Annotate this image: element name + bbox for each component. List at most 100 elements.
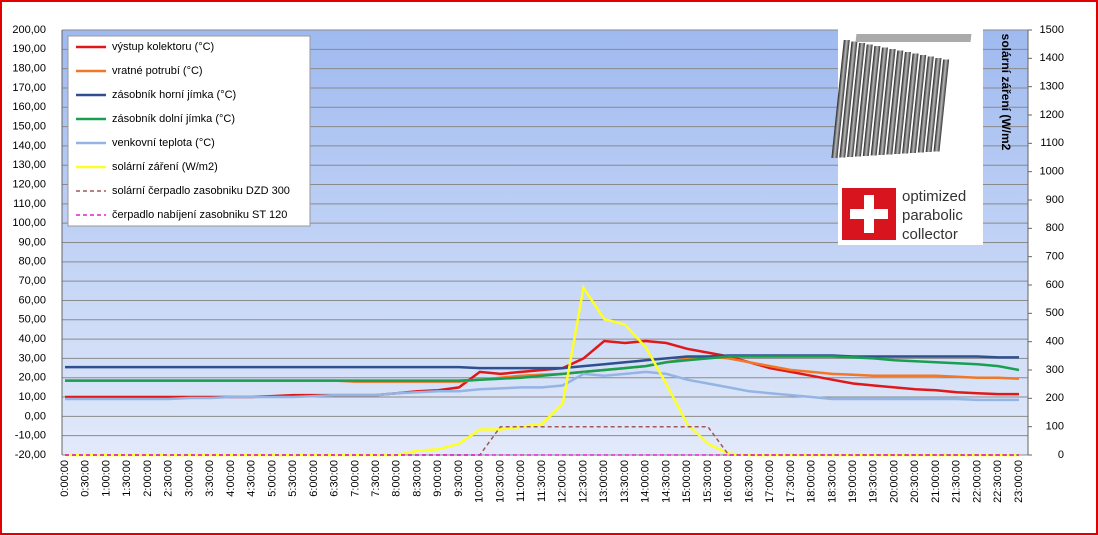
y2-tick-label: 800 [1046,222,1064,234]
y-tick-label: 150,00 [12,120,46,132]
y-tick-label: 50,00 [18,314,46,326]
y2-tick-label: 300 [1046,364,1064,376]
y-tick-label: 100,00 [12,217,46,229]
legend: výstup kolektoru (°C) vratné potrubí (°C)… [67,35,311,227]
y-tick-label: 40,00 [18,333,46,345]
x-tick-label: 18:00:00 [806,460,818,503]
y2-tick-label: 1100 [1040,137,1064,149]
y2-tick-label: 500 [1046,307,1064,319]
x-tick-label: 7:30:00 [370,460,382,497]
x-tick-label: 0:00:00 [59,460,71,497]
y-tick-label: 90,00 [18,236,46,248]
y-tick-label: 140,00 [12,140,46,152]
y-tick-label: 120,00 [12,178,46,190]
x-tick-label: 12:30:00 [577,460,589,503]
tube [854,44,873,157]
x-tick-label: 1:00:00 [100,460,112,497]
y-tick-label: -10,00 [15,430,46,442]
x-tick-label: 17:00:00 [764,460,776,503]
x-tick-label: 10:00:00 [474,460,486,503]
tube [925,58,942,152]
y-tick-label: 30,00 [18,352,46,364]
y-tick-label: -20,00 [15,449,46,461]
logo-text: collector [902,226,958,243]
y-tick-label: 80,00 [18,256,46,268]
x-tick-label: 5:30:00 [287,460,299,497]
legend-label: zásobník dolní jímka (°C) [112,113,235,125]
tube [933,59,950,152]
logo-text: parabolic [902,207,963,224]
x-tick-label: 15:00:00 [681,460,693,503]
x-tick-label: 4:00:00 [225,460,237,497]
y2-tick-label: 1500 [1040,24,1064,36]
x-tick-label: 13:30:00 [619,460,631,503]
x-tick-label: 8:30:00 [411,460,423,497]
x-tick-label: 21:00:00 [930,460,942,503]
x-tick-label: 22:00:00 [971,460,983,503]
x-tick-label: 15:30:00 [702,460,714,503]
tube [894,52,911,154]
x-tick-label: 9:00:00 [432,460,444,497]
tube [917,56,934,153]
tube [870,47,889,156]
y2-tick-label: 600 [1046,279,1064,291]
tube [862,46,881,156]
y2-tick-label: 100 [1046,421,1064,433]
y-tick-label: 20,00 [18,372,46,384]
y2-tick-label: 900 [1046,194,1064,206]
tube [839,41,858,158]
x-tick-label: 16:00:00 [723,460,735,503]
x-tick-label: 1:30:00 [121,460,133,497]
x-tick-label: 2:30:00 [163,460,175,497]
x-tick-label: 19:00:00 [847,460,859,503]
y-tick-label: 60,00 [18,294,46,306]
x-tick-label: 6:30:00 [329,460,341,497]
tube [831,40,850,158]
tube [878,49,896,155]
legend-label: solární čerpadlo zasobniku DZD 300 [112,185,290,197]
y-tick-label: 190,00 [12,43,46,55]
series-line [65,355,1020,382]
y2-axis-title: solární záření (W/m2 [999,34,1013,151]
header [855,34,972,42]
legend-label: čerpadlo nabíjení zasobniku ST 120 [112,209,287,221]
legend-label: zásobník horní jímka (°C) [112,89,236,101]
y-tick-label: 70,00 [18,275,46,287]
x-tick-label: 6:00:00 [308,460,320,497]
y2-tick-label: 400 [1046,336,1064,348]
x-tick-label: 5:00:00 [266,460,278,497]
x-tick-label: 3:30:00 [204,460,216,497]
legend-label: venkovní teplota (°C) [112,137,215,149]
x-tick-label: 23:00:00 [1013,460,1025,503]
y-tick-label: 0,00 [25,410,46,422]
tube [847,43,866,157]
series-line [65,425,1019,456]
tube [909,55,927,153]
legend-label: výstup kolektoru (°C) [112,41,214,53]
legend-label: solární záření (W/m2) [112,161,218,173]
y-tick-label: 10,00 [18,391,46,403]
y-tick-label: 200,00 [12,24,46,36]
x-tick-label: 11:30:00 [536,460,548,502]
y2-tick-label: 200 [1046,392,1064,404]
y-tick-label: 160,00 [12,101,46,113]
tube [902,53,919,154]
y2-tick-label: 0 [1058,449,1064,461]
x-tick-label: 18:30:00 [826,460,838,503]
x-tick-label: 20:00:00 [888,460,900,503]
x-tick-label: 4:30:00 [246,460,258,497]
x-tick-label: 20:30:00 [909,460,921,503]
logo-text: optimized [902,188,966,205]
x-tick-label: 7:00:00 [349,460,361,497]
x-tick-label: 21:30:00 [951,460,963,503]
series-line [65,370,1019,402]
x-tick-label: 10:30:00 [494,460,506,503]
x-tick-label: 11:00:00 [515,460,527,502]
x-tick-label: 16:30:00 [743,460,755,503]
y2-tick-label: 1200 [1040,109,1064,121]
y2-tick-label: 1400 [1040,52,1064,64]
y2-tick-label: 700 [1046,251,1064,263]
legend-box [67,35,311,227]
x-tick-label: 14:30:00 [660,460,672,503]
